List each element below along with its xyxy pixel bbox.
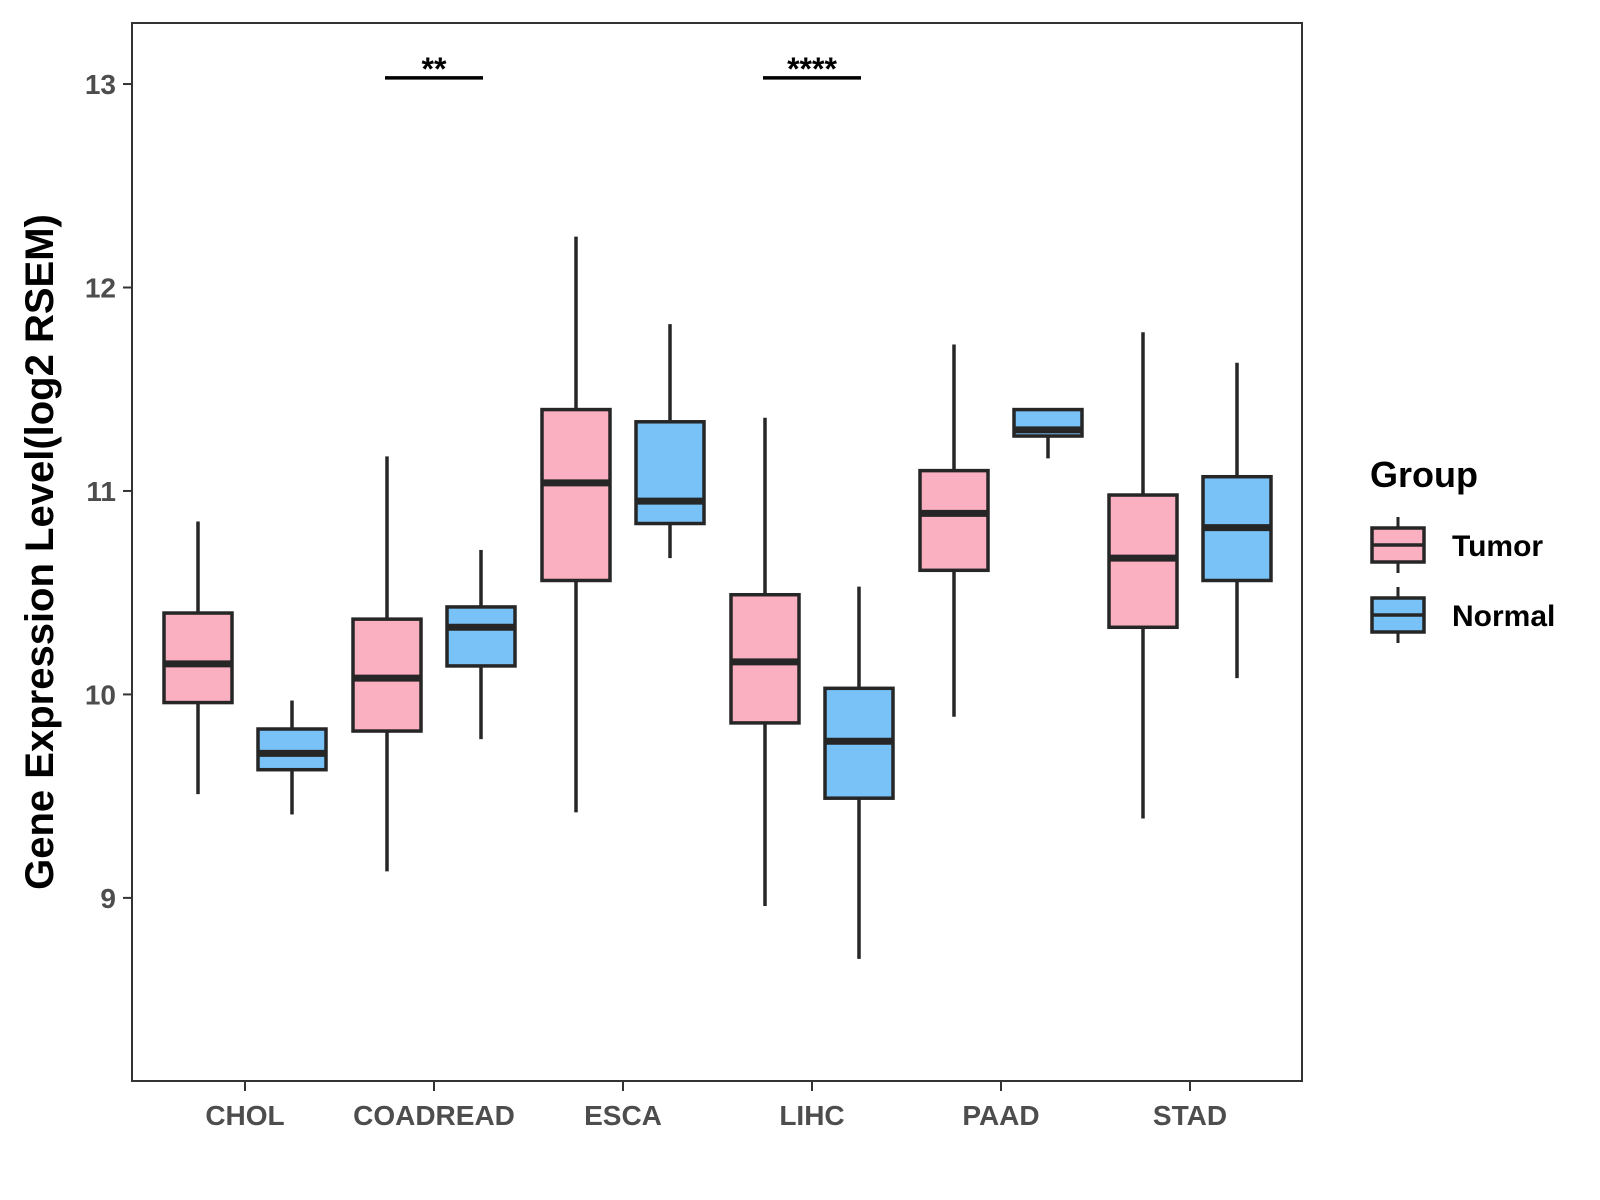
legend-entries: Tumor Normal xyxy=(1370,517,1555,643)
box-tumor-esca xyxy=(540,236,612,813)
significance-label: **** xyxy=(787,51,837,87)
box-body xyxy=(162,611,234,705)
box-tumor-chol xyxy=(162,521,234,795)
x-tick-label: COADREAD xyxy=(353,1100,515,1131)
legend: Group Tumor Normal xyxy=(1370,454,1555,643)
box-tumor-stad xyxy=(1107,332,1179,819)
boxes-layer xyxy=(162,236,1273,959)
legend-title: Group xyxy=(1370,454,1478,495)
box-tumor-lihc xyxy=(729,417,801,907)
x-axis: CHOL COADREAD ESCA LIHC PAAD STAD xyxy=(205,1081,1227,1131)
plot-panel xyxy=(131,22,1303,1082)
box-normal-chol xyxy=(256,700,328,815)
legend-entry-normal: Normal xyxy=(1370,587,1555,643)
x-tick-label: ESCA xyxy=(584,1100,662,1131)
legend-entry-tumor: Tumor xyxy=(1370,517,1543,573)
y-tick-label: 12 xyxy=(85,273,116,304)
x-tick-label: PAAD xyxy=(962,1100,1039,1131)
box-normal-esca xyxy=(634,324,706,559)
significance-label: ** xyxy=(422,51,447,87)
x-tick-label: LIHC xyxy=(779,1100,844,1131)
y-tick-label: 13 xyxy=(85,69,116,100)
legend-label-normal: Normal xyxy=(1452,600,1555,633)
y-tick-label: 10 xyxy=(85,679,116,710)
box-tumor-coadread xyxy=(351,456,423,872)
box-normal-coadread xyxy=(445,549,517,740)
box-body xyxy=(540,407,612,583)
x-tick-label: CHOL xyxy=(205,1100,284,1131)
significance-annotations: ** **** xyxy=(385,51,861,87)
x-tick-label: STAD xyxy=(1153,1100,1227,1131)
box-body xyxy=(445,605,517,668)
box-normal-stad xyxy=(1201,362,1273,679)
box-normal-paad xyxy=(1012,407,1084,459)
box-normal-lihc xyxy=(823,586,895,959)
box-body xyxy=(918,468,990,573)
box-body xyxy=(634,420,706,526)
box-tumor-paad xyxy=(918,344,990,717)
y-tick-label: 9 xyxy=(100,883,116,914)
y-axis: 9 10 11 12 13 xyxy=(85,69,132,914)
legend-label-tumor: Tumor xyxy=(1452,530,1543,563)
y-axis-title: Gene Expression Level(log2 RSEM) xyxy=(18,214,62,890)
box-body xyxy=(256,727,328,772)
y-tick-label: 11 xyxy=(86,476,116,507)
